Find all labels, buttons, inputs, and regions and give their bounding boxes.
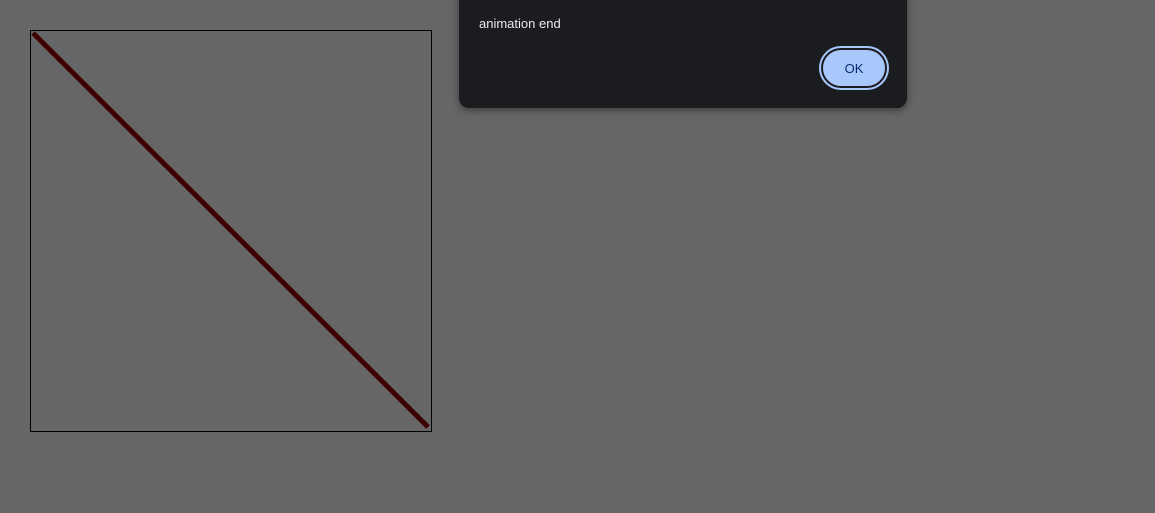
dialog-message: animation end [479,16,561,31]
alert-dialog: animation end OK [459,0,907,108]
diagonal-line [31,31,430,429]
ok-button[interactable]: OK [821,48,887,88]
drawing-canvas [30,30,432,432]
canvas-svg [31,31,430,429]
